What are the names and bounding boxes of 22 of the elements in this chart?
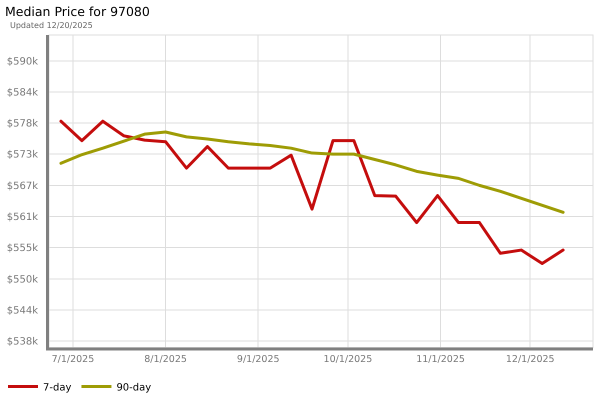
y-tick-label: $584k [6,87,38,98]
x-tick-label: 9/1/2025 [236,354,280,365]
y-tick-label: $555k [6,243,38,254]
x-tick-label: 11/1/2025 [416,354,465,365]
x-tick-label: 7/1/2025 [52,354,94,365]
y-tick-label: $561k [6,212,38,224]
chart-title: Median Price for 97080 [5,4,150,19]
y-tick-label: $573k [6,150,38,161]
line-series [59,130,565,214]
y-tick-label: $567k [6,180,38,192]
y-tick-label: $544k [6,305,38,316]
line-series [59,120,565,266]
y-tick-label: $590k [6,56,38,68]
y-tick-label: $538k [6,336,38,348]
legend-label: 7-day [43,382,72,394]
chart-subtitle: Updated 12/20/2025 [10,21,93,30]
y-tick-label: $578k [6,118,38,130]
x-tick-label: 10/1/2025 [324,354,372,365]
y-tick-label: $550k [6,274,38,286]
legend-label: 90-day [116,382,152,394]
x-tick-label: 12/1/2025 [506,354,555,365]
x-tick-label: 8/1/2025 [144,354,187,365]
